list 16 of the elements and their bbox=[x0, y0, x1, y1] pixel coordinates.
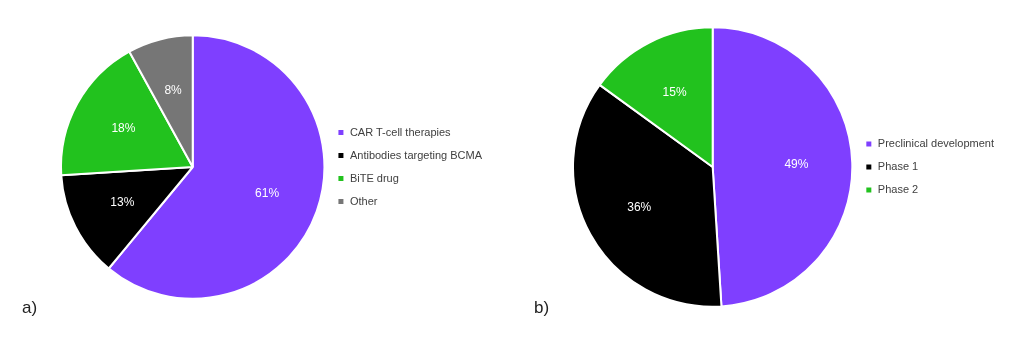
data-label: 13% bbox=[110, 195, 135, 210]
data-label: 49% bbox=[784, 156, 809, 171]
data-label: 36% bbox=[627, 199, 652, 214]
data-label: 8% bbox=[164, 82, 183, 97]
data-label: 15% bbox=[662, 84, 687, 99]
legend-label: Preclinical development bbox=[877, 137, 994, 150]
legend-label: Phase 2 bbox=[877, 183, 919, 196]
text: a) bbox=[22, 298, 38, 318]
legend-label: BiTE drug bbox=[349, 171, 399, 184]
legend-label: Phase 1 bbox=[877, 160, 919, 173]
legend-label: CAR T-cell therapies bbox=[349, 125, 452, 138]
data-label: 61% bbox=[255, 186, 280, 201]
legend-label: Other bbox=[349, 194, 378, 207]
data-label: 18% bbox=[111, 121, 136, 136]
text: b) bbox=[534, 298, 550, 318]
legend-label: Antibodies targeting BCMA bbox=[349, 148, 483, 161]
